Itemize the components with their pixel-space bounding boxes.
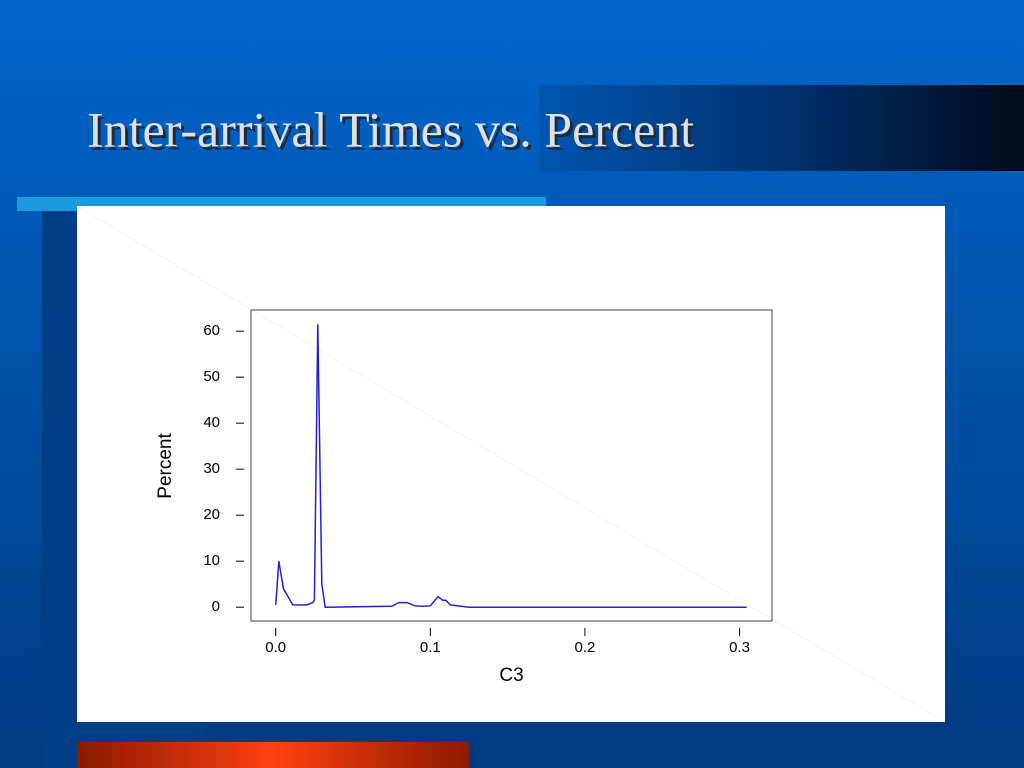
x-tick-label: 0.1 bbox=[420, 639, 441, 656]
chart: 0 10 20 30 40 50 60 0.0 0.1 0.2 0.3 C3 Percent bbox=[155, 309, 773, 686]
x-axis-label: C3 bbox=[499, 665, 523, 686]
y-axis-label: Percent bbox=[155, 433, 176, 499]
panel-diagonal bbox=[76, 205, 946, 723]
title-band bbox=[540, 85, 1024, 171]
y-tick-label: 50 bbox=[203, 368, 220, 385]
y-tick-label: 60 bbox=[203, 322, 220, 339]
plot-frame bbox=[250, 309, 773, 622]
y-tick-label: 0 bbox=[212, 598, 220, 615]
x-tick-label: 0.2 bbox=[575, 639, 596, 656]
bottom-bar bbox=[77, 742, 469, 768]
y-tick-label: 30 bbox=[203, 460, 220, 477]
y-tick-label: 10 bbox=[203, 552, 220, 569]
title: Inter-arrival Times vs. Percent bbox=[87, 101, 694, 157]
x-tick-label: 0.3 bbox=[729, 639, 750, 656]
title-shadow: Inter-arrival Times vs. Percent bbox=[90, 104, 697, 160]
x-tick-label: 0.0 bbox=[265, 639, 286, 656]
data-line bbox=[274, 324, 747, 608]
y-tick-label: 20 bbox=[203, 506, 220, 523]
y-tick-label: 40 bbox=[203, 414, 220, 431]
